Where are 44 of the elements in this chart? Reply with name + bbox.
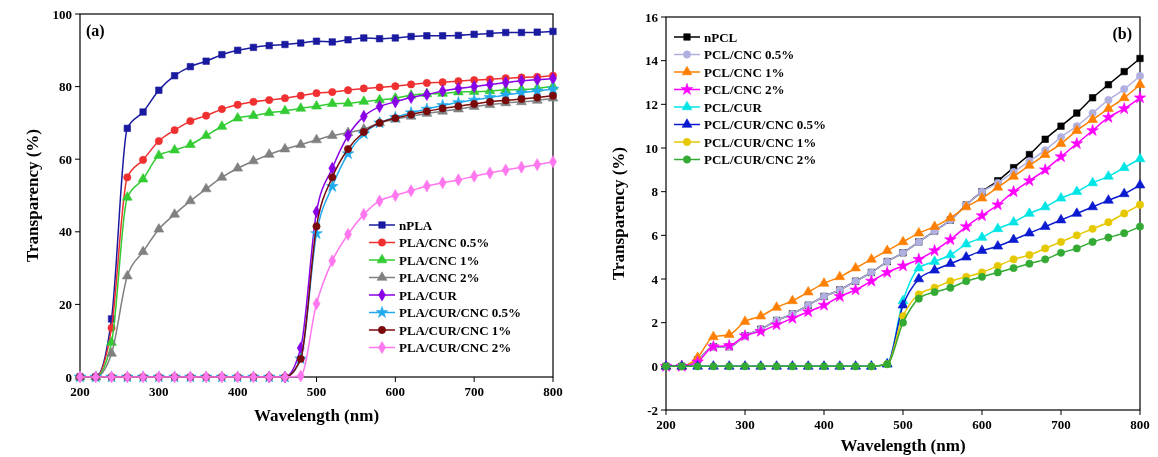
legend-label: nPCL [704, 29, 738, 45]
y-tick-label: 40 [59, 224, 72, 240]
y-tick-label: 0 [651, 358, 658, 374]
text: (b) [1112, 25, 1132, 43]
x-axis-title: Wavelength (nm) [253, 406, 380, 425]
y-tick-label: 100 [52, 6, 72, 22]
y-tick-label: 4 [651, 271, 659, 287]
x-tick-label: 400 [227, 384, 248, 399]
x-tick-label: 700 [1051, 417, 1071, 432]
text: (a) [86, 22, 105, 40]
y-tick-label: 6 [651, 227, 659, 243]
x-tick-label: 200 [70, 384, 90, 399]
y-tick-label: 60 [59, 151, 72, 167]
y-tick-label: 16 [645, 9, 659, 25]
y-tick-label: -2 [647, 402, 658, 418]
y-tick-label: 10 [645, 140, 658, 156]
x-tick-label: 600 [972, 417, 992, 432]
x-tick-label: 800 [543, 384, 563, 399]
legend-label: PCL/CNC 0.5% [704, 47, 795, 62]
x-tick-label: 800 [1130, 417, 1150, 432]
y-tick-label: 20 [59, 296, 72, 312]
x-tick-label: 400 [814, 417, 834, 432]
y-axis-title: Transparency (%) [23, 128, 42, 263]
y-tick-label: 12 [645, 96, 658, 112]
x-tick-label: 700 [464, 384, 484, 399]
y-tick-label: 8 [651, 184, 659, 200]
x-tick-label: 200 [656, 417, 676, 432]
legend-label: PCL/CUR/CNC 1% [704, 134, 817, 150]
legend-label: PCL/CUR/CNC 0.5% [704, 117, 827, 132]
legend-label: PCL/CUR [704, 99, 763, 115]
legend-label: PCL/CNC 2% [704, 82, 785, 97]
x-tick-label: 300 [735, 417, 755, 432]
legend-label: PCL/CNC 1% [704, 64, 785, 80]
y-axis-title: Transparency (%) [609, 146, 628, 281]
y-tick-label: 80 [59, 79, 72, 95]
x-tick-label: 500 [893, 417, 913, 432]
x-tick-label: 500 [306, 384, 327, 399]
x-tick-label: 600 [385, 384, 406, 399]
y-tick-label: 0 [65, 369, 72, 385]
x-tick-label: 300 [149, 384, 169, 399]
legend-label: PCL/CUR/CNC 2% [704, 152, 817, 167]
y-tick-label: 2 [651, 315, 658, 331]
y-tick-label: 14 [645, 53, 659, 69]
x-axis-title: Wavelength (nm) [840, 436, 966, 455]
